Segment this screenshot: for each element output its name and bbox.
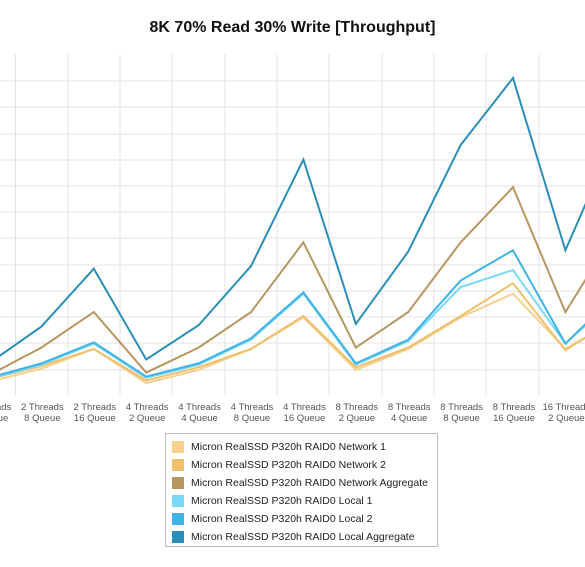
legend-item: Micron RealSSD P320h RAID0 Local 2 [172,510,437,528]
legend-swatch [172,477,184,489]
legend-item: Micron RealSSD P320h RAID0 Network Aggre… [172,474,437,492]
x-tick-label: 8 Threads 2 Queue [335,402,378,424]
legend-label: Micron RealSSD P320h RAID0 Network 1 [191,441,386,453]
x-tick-label: 4 Threads 8 Queue [231,402,274,424]
legend-swatch [172,495,184,507]
chart-title: 8K 70% Read 30% Write [Throughput] [149,19,436,36]
legend-label: Micron RealSSD P320h RAID0 Network Aggre… [191,477,428,489]
legend-item: Micron RealSSD P320h RAID0 Network 2 [172,456,437,474]
legend-swatch [172,459,184,471]
legend: Micron RealSSD P320h RAID0 Network 1 Micr… [165,433,438,547]
x-tick-label: 8 Threads 8 Queue [440,402,483,424]
legend-label: Micron RealSSD P320h RAID0 Local 1 [191,495,373,507]
x-tick-label: 8 Threads 4 Queue [388,402,431,424]
x-tick-label: 8 Threads 16 Queue [493,402,536,424]
legend-label: Micron RealSSD P320h RAID0 Local 2 [191,513,373,525]
series-line [0,75,585,361]
x-tick-label: 4 Threads 2 Queue [126,402,169,424]
legend-label: Micron RealSSD P320h RAID0 Local Aggrega… [191,531,415,543]
x-tick-label: 2 Threads 8 Queue [21,402,64,424]
legend-label: Micron RealSSD P320h RAID0 Network 2 [191,459,386,471]
x-tick-label: 4 Threads 4 Queue [178,402,221,424]
legend-item: Micron RealSSD P320h RAID0 Local 1 [172,492,437,510]
series-line [0,281,585,382]
x-tick-label: 4 Threads 16 Queue [283,402,326,424]
series-line [0,248,585,378]
series-lines [0,75,585,385]
legend-item: Micron RealSSD P320h RAID0 Local Aggrega… [172,528,437,546]
series-line [0,185,585,374]
x-tick-label: 2 Threads 16 Queue [73,402,116,424]
legend-swatch [172,513,184,525]
legend-swatch [172,441,184,453]
legend-item: Micron RealSSD P320h RAID0 Network 1 [172,438,437,456]
legend-swatch [172,531,184,543]
